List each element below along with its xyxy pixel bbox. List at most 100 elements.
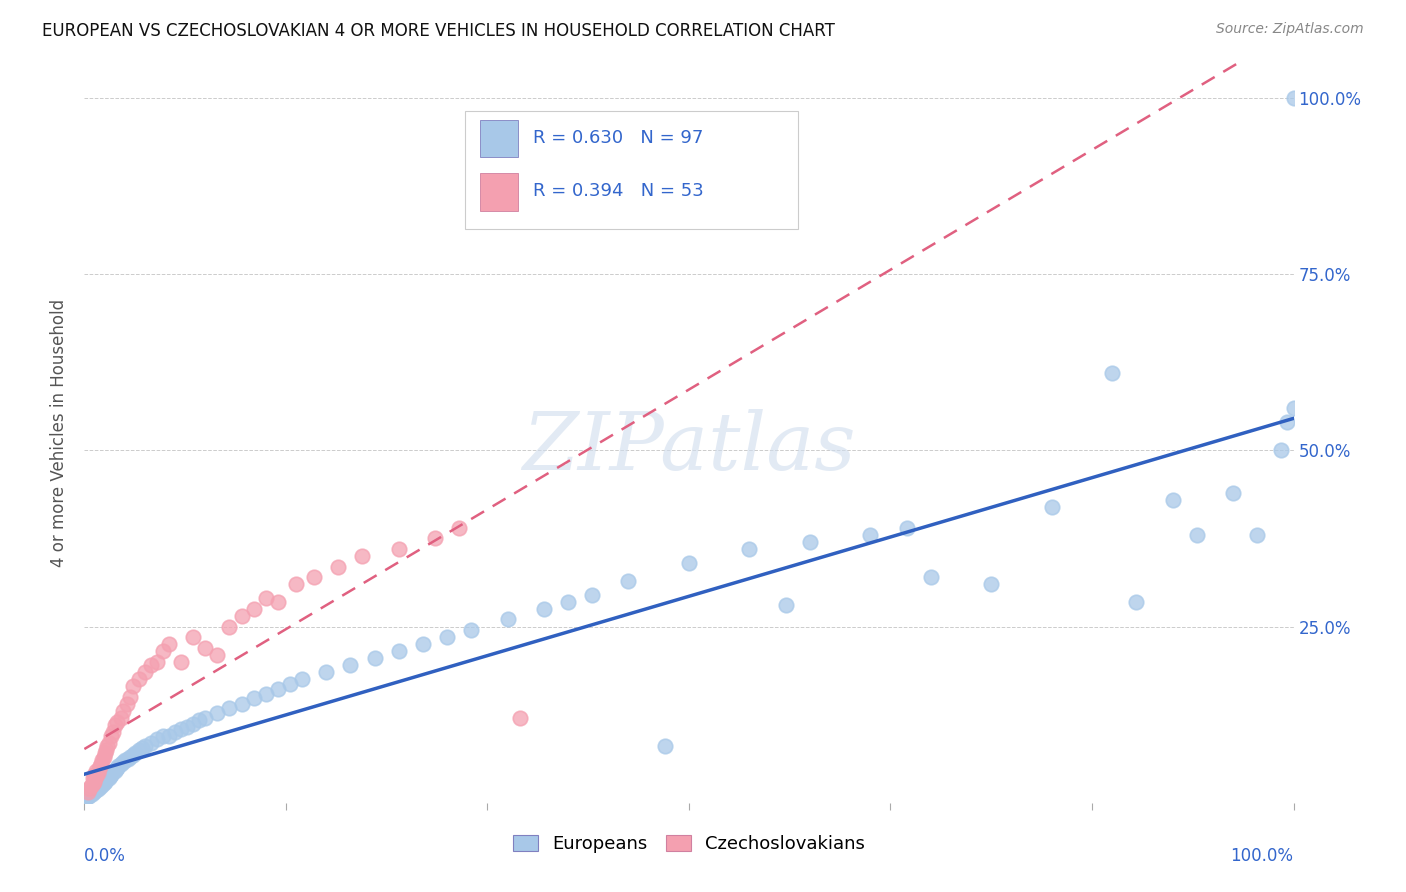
Point	[799, 535, 821, 549]
Point	[170, 722, 193, 736]
Point	[678, 556, 700, 570]
Point	[77, 785, 100, 799]
Point	[103, 725, 125, 739]
Point	[90, 757, 112, 772]
Point	[90, 778, 112, 792]
Point	[79, 780, 101, 795]
Point	[120, 750, 142, 764]
Point	[93, 750, 115, 764]
Text: 100.0%: 100.0%	[1230, 847, 1294, 865]
Point	[89, 773, 111, 788]
Legend: Europeans, Czechoslovakians: Europeans, Czechoslovakians	[505, 828, 873, 861]
Point	[1185, 528, 1208, 542]
Point	[388, 541, 411, 556]
Point	[86, 776, 108, 790]
Point	[82, 785, 104, 799]
Point	[104, 762, 127, 776]
Point	[388, 644, 411, 658]
Point	[157, 729, 180, 743]
Point	[170, 655, 193, 669]
Point	[110, 757, 132, 772]
Point	[86, 778, 108, 792]
Point	[284, 577, 308, 591]
Point	[460, 623, 482, 637]
Point	[896, 521, 918, 535]
Point	[84, 783, 107, 797]
Point	[146, 732, 169, 747]
Point	[128, 743, 150, 757]
Point	[82, 776, 104, 790]
Point	[617, 574, 640, 588]
Point	[423, 532, 446, 546]
Point	[1040, 500, 1063, 514]
Point	[152, 729, 174, 743]
Point	[100, 767, 122, 781]
Point	[291, 673, 314, 687]
Point	[96, 771, 118, 785]
Point	[77, 789, 100, 803]
Point	[315, 665, 337, 680]
Point	[86, 769, 108, 783]
Point	[101, 766, 124, 780]
Point	[363, 651, 385, 665]
Point	[104, 764, 127, 778]
Point	[97, 736, 120, 750]
Point	[218, 700, 240, 714]
Point	[121, 747, 143, 762]
Point	[86, 781, 108, 796]
Point	[93, 769, 115, 783]
Point	[1101, 366, 1123, 380]
Point	[86, 783, 108, 797]
Point	[117, 752, 139, 766]
Point	[84, 771, 107, 785]
Point	[1125, 595, 1147, 609]
Point	[83, 767, 105, 781]
Point	[254, 591, 277, 606]
Point	[242, 691, 264, 706]
FancyBboxPatch shape	[465, 111, 797, 229]
Text: EUROPEAN VS CZECHOSLOVAKIAN 4 OR MORE VEHICLES IN HOUSEHOLD CORRELATION CHART: EUROPEAN VS CZECHOSLOVAKIAN 4 OR MORE VE…	[42, 22, 835, 40]
Text: ZIPatlas: ZIPatlas	[522, 409, 856, 486]
FancyBboxPatch shape	[479, 120, 519, 157]
Point	[1161, 492, 1184, 507]
Point	[134, 665, 156, 680]
Point	[1277, 415, 1299, 429]
Point	[115, 697, 138, 711]
Point	[98, 769, 121, 783]
Point	[86, 764, 108, 778]
Point	[110, 711, 132, 725]
Point	[91, 771, 114, 785]
Point	[83, 774, 105, 789]
Point	[77, 781, 100, 796]
Point	[79, 785, 101, 799]
Point	[93, 776, 115, 790]
Point	[87, 780, 110, 795]
Text: R = 0.630   N = 97: R = 0.630 N = 97	[533, 129, 703, 147]
Point	[146, 655, 169, 669]
Point	[581, 588, 603, 602]
Point	[328, 559, 350, 574]
Point	[89, 759, 111, 773]
Point	[82, 771, 104, 785]
Point	[302, 570, 325, 584]
Text: Source: ZipAtlas.com: Source: ZipAtlas.com	[1216, 22, 1364, 37]
Point	[80, 778, 103, 792]
Point	[496, 612, 519, 626]
Point	[231, 697, 253, 711]
Point	[94, 773, 117, 788]
Point	[207, 706, 229, 720]
Point	[152, 644, 174, 658]
Point	[82, 783, 104, 797]
Point	[557, 595, 579, 609]
Point	[218, 619, 240, 633]
Point	[242, 602, 264, 616]
Point	[94, 743, 117, 757]
Point	[157, 637, 180, 651]
Point	[104, 718, 127, 732]
Point	[278, 677, 301, 691]
Point	[775, 599, 797, 613]
Point	[84, 780, 107, 795]
Point	[103, 764, 125, 778]
Point	[79, 788, 101, 802]
Text: 0.0%: 0.0%	[84, 847, 127, 865]
